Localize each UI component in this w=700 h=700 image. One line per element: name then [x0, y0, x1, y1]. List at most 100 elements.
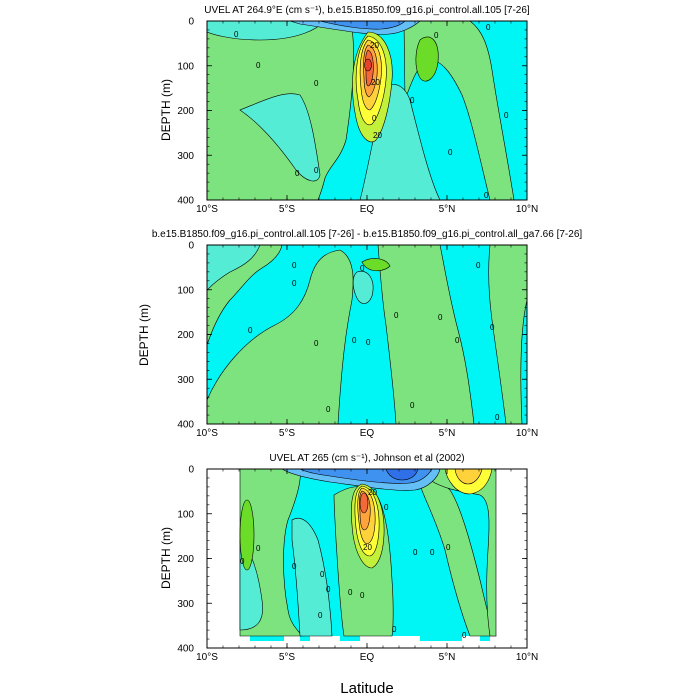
- contour-label: 0: [318, 611, 323, 620]
- panel-1: UVEL AT 264.9°E (cm s⁻¹), b.e15.B1850.f0…: [159, 5, 538, 215]
- x-tick-label: 10°N: [516, 428, 538, 439]
- contour-label: 0: [314, 339, 319, 348]
- y-tick-label: 0: [188, 241, 194, 252]
- contour-label: 0: [366, 338, 371, 347]
- contour-label: 0: [326, 405, 331, 414]
- contour-label: 0: [448, 148, 453, 157]
- y-tick-label: 400: [177, 420, 194, 431]
- fill-gold-north: [454, 469, 483, 485]
- fill-green-far: [429, 469, 497, 637]
- contour-label: 0: [360, 264, 365, 273]
- panel-3-title: UVEL AT 265 (cm s⁻¹), Johnson et al (200…: [269, 453, 464, 464]
- fill-aqua-south2: [291, 517, 333, 637]
- x-tick-label: 5°N: [439, 428, 456, 439]
- contour-label: 0: [438, 313, 443, 322]
- fill-green-far: [488, 245, 527, 424]
- contour-label: 0: [372, 114, 377, 123]
- fill-blue-core: [319, 21, 406, 30]
- contour-label: 0: [384, 503, 389, 512]
- contour-label: 0: [256, 544, 261, 553]
- contour-label: 20: [368, 488, 377, 497]
- panel-3-ylabel: DEPTH (m): [159, 527, 173, 589]
- contour-label: 0: [462, 631, 467, 640]
- contour-label: 0: [256, 61, 261, 70]
- y-tick-label: 200: [177, 330, 194, 341]
- contour-label: 0: [394, 311, 399, 320]
- y-tick-label: 200: [177, 106, 194, 117]
- contour-label: 0: [326, 585, 331, 594]
- x-axis-label: Latitude: [340, 680, 393, 697]
- contour-label: 0: [490, 323, 495, 332]
- y-tick-label: 400: [177, 644, 194, 655]
- panel-1-contours: 0 0 0 0 0 0 0 0 0 0 0 20 20 20 0: [207, 21, 527, 200]
- contour-label: 0: [292, 279, 297, 288]
- fill-eq-red: [364, 58, 372, 72]
- fill-aqua-south: [207, 245, 261, 291]
- contour-label: 20: [371, 78, 380, 87]
- contour-label: 0: [352, 336, 357, 345]
- contour-label: 0: [248, 326, 253, 335]
- x-tick-label: 5°N: [439, 204, 456, 215]
- panel-2-ylabel: DEPTH (m): [137, 304, 151, 366]
- x-tick-label: 10°N: [516, 204, 538, 215]
- contour-label: 0: [413, 548, 418, 557]
- x-tick-label: EQ: [360, 428, 375, 439]
- y-tick-label: 0: [188, 465, 194, 476]
- fill-aqua-eq: [352, 270, 374, 304]
- y-tick-label: 100: [177, 285, 194, 296]
- contour-label: 0: [476, 261, 481, 270]
- contour-label: 0: [446, 543, 451, 552]
- x-tick-label: 5°S: [279, 428, 296, 439]
- x-tick-label: 5°N: [439, 652, 456, 663]
- x-tick-label: 10°N: [516, 652, 538, 663]
- x-tick-label: 10°S: [196, 428, 218, 439]
- y-tick-label: 300: [177, 599, 194, 610]
- panel-1-ylabel: DEPTH (m): [159, 79, 173, 141]
- x-tick-label: EQ: [360, 652, 375, 663]
- contour-label: 0: [410, 401, 415, 410]
- fill-blue-dark: [385, 469, 419, 481]
- fill-green-bright: [415, 36, 439, 82]
- x-tick-label: 5°S: [279, 204, 296, 215]
- contour-label: 0: [234, 30, 239, 39]
- contour-label: 0: [320, 570, 325, 579]
- x-tick-label: 10°S: [196, 204, 218, 215]
- panel-2: b.e15.B1850.f09_g16.pi_control.all.105 […: [137, 229, 582, 439]
- fill-green-bright: [361, 258, 391, 272]
- contour-label: 0: [314, 79, 319, 88]
- contour-label: 0: [295, 169, 300, 178]
- contour-label: 20: [370, 41, 379, 50]
- panel-3: UVEL AT 265 (cm s⁻¹), Johnson et al (200…: [159, 453, 538, 663]
- x-tick-label: EQ: [360, 204, 375, 215]
- contour-label: 0: [360, 591, 365, 600]
- contour-label: 20: [373, 131, 382, 140]
- panel-2-title: b.e15.B1850.f09_g16.pi_control.all.105 […: [152, 229, 583, 240]
- contour-label: 0: [240, 557, 245, 566]
- fill-green-mid: [207, 249, 354, 424]
- y-tick-label: 400: [177, 196, 194, 207]
- fill-green-bright: [239, 499, 255, 571]
- fill-eq-redorange: [359, 492, 369, 514]
- panel-2-contours: 0 0 0 0 0 0 0 0 0 0 0 0 0 0 0: [207, 245, 527, 424]
- contour-label: 0: [430, 548, 435, 557]
- y-tick-label: 100: [177, 509, 194, 520]
- contour-label: 0: [314, 166, 319, 175]
- y-tick-label: 200: [177, 554, 194, 565]
- x-tick-label: 5°S: [279, 652, 296, 663]
- contour-label: 0: [504, 111, 509, 120]
- contour-label: 0: [410, 96, 415, 105]
- fill-aqua-diag: [239, 93, 321, 182]
- x-tick-label: 10°S: [196, 652, 218, 663]
- y-tick-label: 100: [177, 61, 194, 72]
- contour-label: 0: [495, 413, 500, 422]
- contour-label: 0: [486, 23, 491, 32]
- y-tick-label: 0: [188, 17, 194, 28]
- contour-label: 0: [455, 336, 460, 345]
- contour-label: 0: [292, 261, 297, 270]
- panel-2-axes: 10°S 5°S EQ 5°N 10°N 0 100 200 300 400: [177, 241, 538, 440]
- contour-label: 0: [348, 588, 353, 597]
- y-tick-label: 300: [177, 151, 194, 162]
- contour-label: 0: [292, 562, 297, 571]
- contour-label: 20: [363, 543, 372, 552]
